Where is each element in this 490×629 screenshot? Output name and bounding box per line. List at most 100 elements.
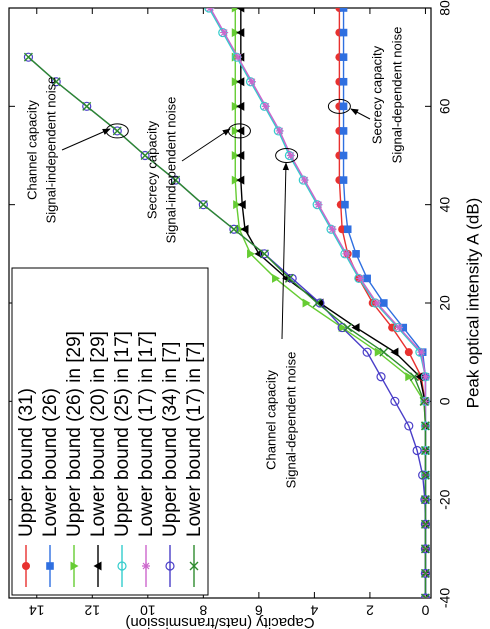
marker [198, 200, 208, 210]
legend-marker [93, 561, 102, 571]
marker [339, 102, 348, 111]
marker [379, 347, 389, 357]
annotation-arrow [181, 128, 231, 162]
marker [390, 347, 399, 357]
marker [419, 396, 429, 406]
annotation-ellipse [327, 98, 351, 114]
marker [351, 323, 360, 333]
y-tick-label: 6 [255, 602, 263, 618]
marker [418, 470, 428, 480]
marker [420, 568, 431, 579]
legend-label: Upper bound (25) in [17] [112, 331, 133, 537]
plot-area [23, 8, 431, 598]
marker [82, 101, 92, 111]
annotation-arrow [350, 108, 371, 120]
marker [343, 323, 353, 333]
marker [229, 224, 239, 234]
marker [236, 8, 245, 13]
legend-box [11, 267, 209, 596]
marker [206, 8, 215, 12]
marker [231, 8, 240, 13]
marker [231, 101, 240, 111]
marker [420, 593, 431, 598]
marker [339, 53, 348, 61]
annotation-text: Signal-independent noise [163, 97, 178, 244]
annotation-text: Signal-dependent noise [389, 27, 404, 164]
marker [404, 348, 413, 357]
marker [236, 151, 245, 160]
marker [82, 101, 92, 111]
marker [405, 372, 414, 382]
legend-marker [70, 561, 79, 571]
legend-marker [46, 562, 54, 570]
marker [286, 151, 295, 160]
marker [420, 519, 431, 529]
legend-label: Lower bound (17) in [7] [184, 342, 205, 537]
y-tick-label: 4 [310, 602, 318, 618]
legend-marker [22, 562, 30, 570]
marker [315, 298, 324, 308]
marker [171, 175, 181, 185]
marker [23, 52, 33, 62]
legend: Upper bound (31) Lower bound (26) Upper bo… [11, 267, 209, 596]
annotation-text: Secrecy capacity [144, 120, 159, 219]
annotation-text: Secrecy capacity [369, 45, 384, 144]
marker [312, 298, 322, 308]
marker [328, 225, 337, 234]
marker [363, 274, 371, 283]
marker [315, 298, 325, 308]
marker [237, 200, 246, 210]
legend-marker [189, 561, 199, 571]
marker [236, 77, 245, 87]
marker [254, 249, 263, 259]
x-tick-label: -20 [437, 489, 453, 509]
marker [236, 101, 245, 111]
x-tick-label: 20 [437, 295, 453, 311]
y-tick-label: 14 [29, 602, 45, 618]
marker [356, 274, 365, 283]
marker [404, 421, 414, 431]
marker [261, 102, 270, 111]
x-axis-label: Peak optical intensity A (dB) [463, 198, 482, 409]
marker [231, 28, 240, 38]
y-tick-label: 0 [421, 602, 429, 618]
annotation-text: Signal-dependent noise [283, 352, 298, 489]
marker [339, 176, 348, 184]
marker [234, 53, 243, 62]
marker [420, 495, 430, 505]
marker [300, 176, 309, 185]
x-tick-label: 60 [437, 98, 453, 114]
marker [417, 348, 426, 357]
marker [339, 28, 348, 37]
marker [314, 200, 323, 209]
marker [421, 397, 430, 406]
marker [415, 372, 424, 382]
marker [338, 323, 347, 333]
legend-label: Lower bound (26) [40, 388, 61, 537]
marker [343, 225, 352, 234]
marker [51, 77, 61, 87]
marker [420, 495, 430, 505]
marker [220, 28, 229, 37]
marker [198, 200, 208, 210]
marker [374, 347, 383, 357]
marker [236, 28, 245, 38]
marker [339, 77, 348, 86]
marker [236, 175, 245, 185]
marker [372, 299, 381, 307]
legend-marker [142, 562, 150, 570]
marker [235, 224, 244, 234]
marker [302, 298, 311, 308]
marker [259, 249, 269, 259]
marker [390, 396, 400, 406]
marker [240, 224, 249, 234]
y-tick-label: 10 [140, 602, 156, 618]
annotation-arrow [61, 128, 111, 151]
y-tick-label: 2 [366, 602, 374, 618]
marker [170, 175, 181, 185]
marker [380, 299, 388, 307]
marker [275, 126, 284, 135]
marker [112, 126, 122, 136]
marker [236, 126, 245, 136]
marker [412, 445, 422, 456]
